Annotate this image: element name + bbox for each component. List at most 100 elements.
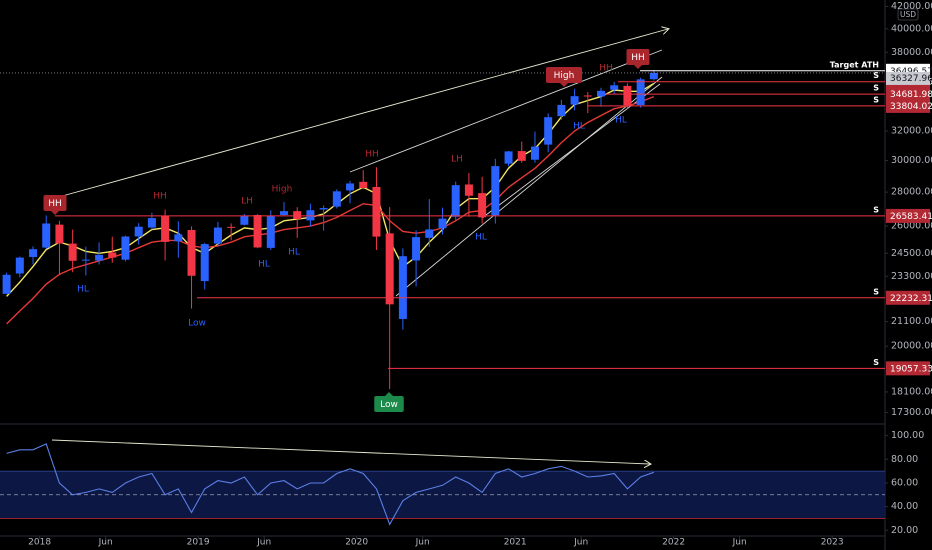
candle-body: [161, 215, 170, 242]
candle-body: [623, 85, 632, 106]
candle-body: [464, 184, 473, 196]
annotation: HH: [48, 199, 62, 209]
candle-body: [504, 151, 513, 164]
level-note: S: [873, 84, 879, 93]
candle-body: [68, 243, 77, 261]
y-tick-label: 40.00: [891, 501, 918, 512]
candle-body: [319, 208, 328, 210]
candle-body: [332, 191, 341, 207]
annotation: High: [272, 185, 293, 195]
candle-body: [451, 185, 460, 217]
candle-body: [121, 236, 130, 260]
candle-body: [570, 96, 579, 105]
candle-body: [557, 104, 566, 117]
candle-body: [544, 117, 553, 145]
x-tick-label: Jun: [256, 538, 271, 548]
price-plot: [2, 29, 668, 390]
candle-body: [425, 229, 434, 238]
candle-body: [55, 224, 64, 244]
candle-body: [530, 146, 539, 160]
candle-body: [478, 193, 487, 218]
y-tick-label: 42000.00: [891, 1, 932, 12]
annotation-box: [43, 195, 67, 211]
y-tick-label: 60.00: [891, 477, 918, 488]
y-tick-label: 21100.00: [891, 316, 932, 327]
candle-body: [306, 210, 315, 221]
candle-body: [491, 166, 500, 216]
x-tick-label: 2021: [504, 538, 527, 548]
level-note: S: [873, 71, 879, 80]
y-tick-label: 20.00: [891, 525, 918, 536]
candle-body: [583, 95, 592, 97]
annotation: HH: [631, 53, 645, 63]
annotation: Low: [380, 400, 398, 410]
candle-body: [359, 181, 368, 188]
x-tick-label: Jun: [415, 538, 430, 548]
candle-body: [81, 259, 90, 261]
rsi-line: [6, 443, 654, 526]
annotation: HH: [153, 192, 167, 202]
last-price-badge: [886, 71, 930, 85]
annotation-box: [546, 67, 582, 83]
candle-body: [517, 151, 526, 161]
trend-line: [349, 49, 663, 173]
candle-body: [597, 90, 606, 97]
y-tick-label: 28000.00: [891, 187, 932, 198]
level-note: S: [873, 287, 879, 296]
annotation: HL: [258, 260, 270, 270]
level-label: 19057.33: [890, 364, 932, 374]
candle-body: [438, 218, 447, 229]
candle-body: [108, 252, 117, 258]
trend-line: [51, 439, 650, 464]
candle-body: [174, 234, 183, 242]
candle-body: [412, 237, 421, 261]
level-note: S: [873, 358, 879, 367]
currency-badge: [897, 8, 919, 21]
x-tick-label: Jun: [732, 538, 747, 548]
y-tick-label: 18100.00: [891, 386, 932, 397]
candle-body: [15, 257, 24, 274]
level-label: 26583.41: [890, 212, 932, 222]
level-note: S: [873, 95, 879, 104]
candle-body: [187, 230, 196, 276]
candle-body: [213, 227, 222, 244]
trend-line: [54, 29, 668, 199]
y-tick-label: 26000.00: [891, 221, 932, 232]
annotation-pointer: [634, 65, 642, 69]
x-tick-label: 2022: [662, 538, 685, 548]
level-badge: [886, 98, 930, 113]
currency-label: USD: [900, 10, 916, 19]
candle-body: [293, 211, 302, 220]
y-tick-label: 30000.00: [891, 155, 932, 166]
last-price-label: 36327.96: [890, 74, 932, 84]
annotation: HL: [77, 285, 89, 295]
y-tick-label: 32000.00: [891, 126, 932, 137]
y-tick-label: 40000.00: [891, 23, 932, 34]
y-tick-label: 20000.00: [891, 341, 932, 352]
annotation: HL: [573, 122, 585, 132]
candle-body: [279, 211, 288, 216]
candle-body: [398, 256, 407, 319]
x-tick-label: Jun: [98, 538, 113, 548]
annotation: LH: [241, 197, 253, 207]
candle-body: [227, 226, 236, 228]
candle-body: [42, 223, 51, 248]
x-tick-label: 2018: [28, 538, 51, 548]
annotation: Low: [188, 319, 206, 329]
level-label: 36496.57: [890, 67, 932, 77]
candle-body: [346, 183, 355, 191]
level-badge: [886, 361, 930, 376]
annotation-box: [374, 396, 404, 412]
level-label: 22232.31: [890, 294, 932, 304]
y-tick-label: 17300.00: [891, 407, 932, 418]
x-tick-label: 2019: [187, 538, 210, 548]
level-note: Target ATH: [830, 60, 879, 69]
candle-body: [610, 85, 619, 90]
candle-body: [253, 214, 262, 248]
level-badge: [886, 87, 930, 102]
annotation: HL: [288, 248, 300, 258]
annotation: HH: [365, 150, 379, 160]
annotation: HL: [615, 116, 627, 126]
